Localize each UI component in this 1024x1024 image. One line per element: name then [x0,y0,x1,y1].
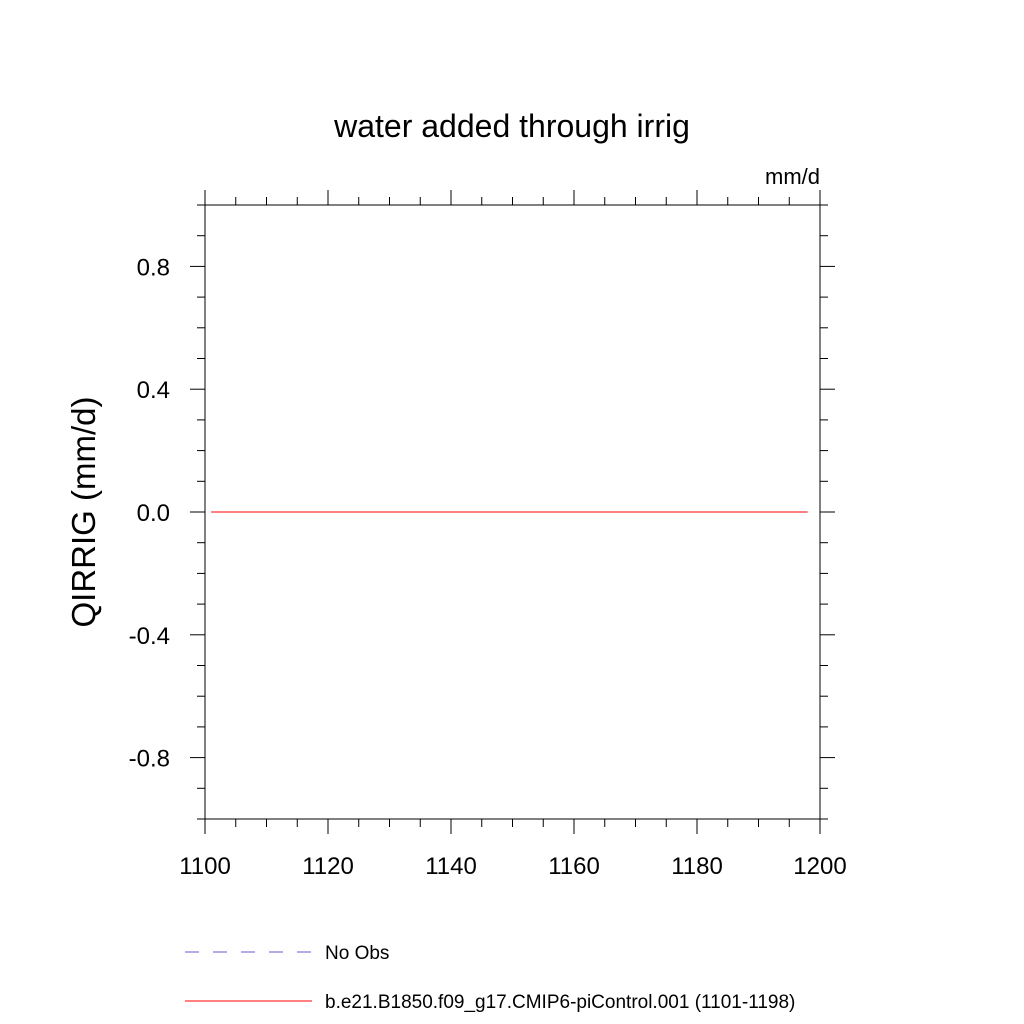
x-tick-label: 1100 [179,853,231,880]
x-tick-label: 1180 [671,853,723,880]
units-label: mm/d [765,164,820,189]
y-axis-label: QIRRIG (mm/d) [65,397,102,628]
y-tick-label: 0.0 [137,500,170,527]
axis-ticks [190,190,835,834]
legend-label: b.e21.B1850.f09_g17.CMIP6-piControl.001 … [325,992,795,1013]
y-tick-label: 0.4 [137,377,170,404]
x-tick-label: 1140 [425,853,477,880]
x-tick-label: 1200 [793,853,846,880]
y-tick-label: 0.8 [137,254,170,281]
chart-title: water added through irrig [333,108,690,144]
legend: No Obs b.e21.B1850.f09_g17.CMIP6-piContro… [185,943,795,1013]
legend-label: No Obs [325,943,389,964]
y-tick-label: -0.8 [129,746,170,773]
x-tick-label: 1160 [548,853,600,880]
x-tick-label: 1120 [302,853,354,880]
y-tick-label: -0.4 [129,623,170,650]
axis-tick-labels: 1100 1120 1140 1160 1180 1200 -0.8 -0.4 0.0 0.4 0.… [129,254,847,880]
